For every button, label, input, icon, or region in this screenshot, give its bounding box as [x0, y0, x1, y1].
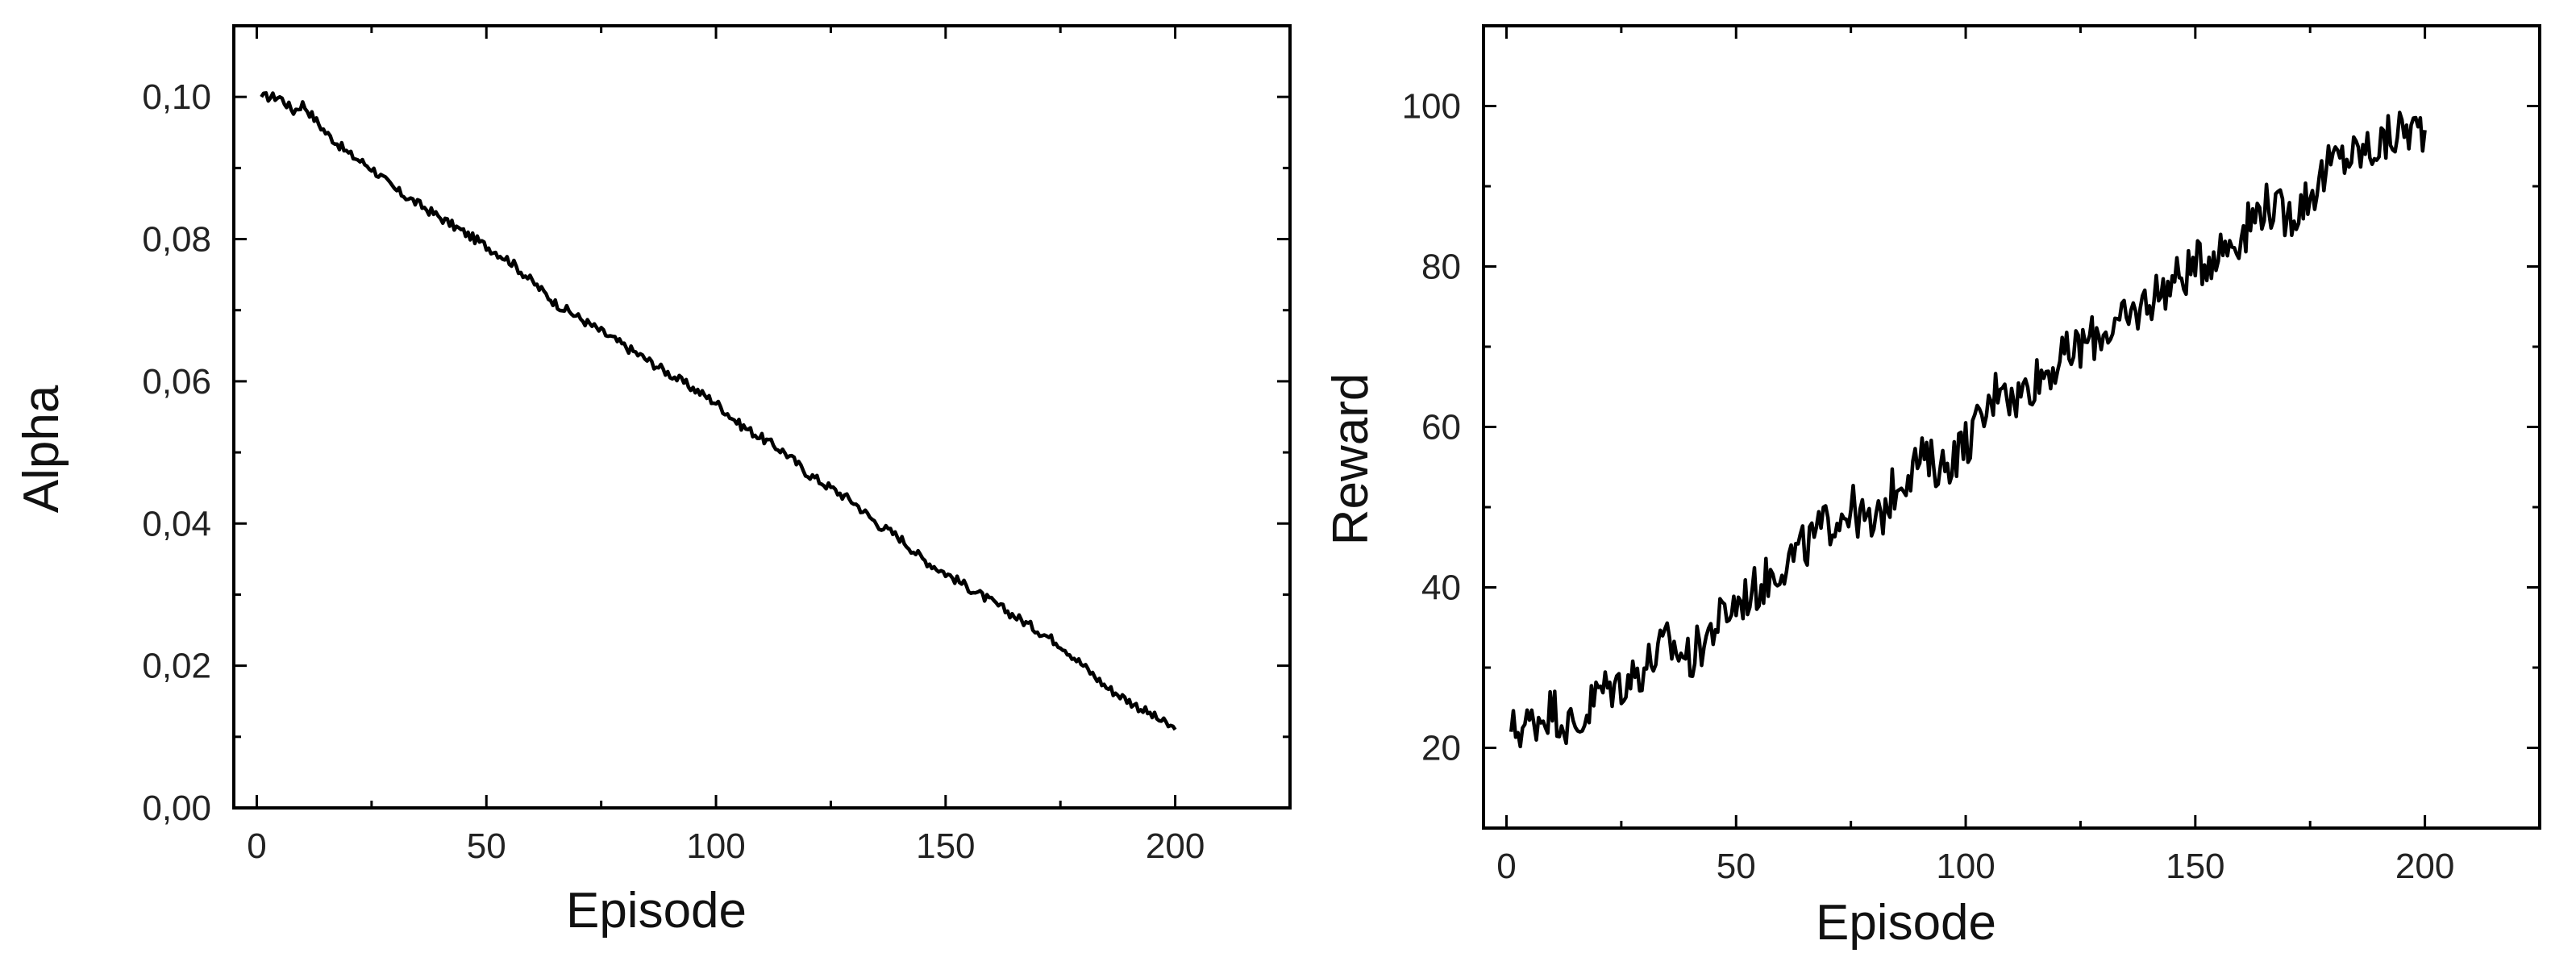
panel1-series-line [260, 91, 1177, 731]
panel1-plot-frame [232, 24, 1292, 810]
panel1-y-tick-label: 0,10 [142, 77, 211, 117]
panel2-y-tick-label: 20 [1421, 729, 1461, 768]
panel1-x-tick-label: 50 [467, 826, 506, 866]
panel1-x-tick-label: 100 [686, 826, 745, 866]
panel2-x-tick-label: 50 [1717, 847, 1756, 886]
panel1-y-tick-label: 0,06 [142, 362, 211, 402]
panel1-x-tick-label: 200 [1146, 826, 1205, 866]
panel1-y-tick-label: 0,02 [142, 647, 211, 686]
panel1-y-tick-label: 0,04 [142, 504, 211, 543]
panel1-y-axis-label: Alpha [14, 385, 69, 513]
panel2-x-tick-label: 0 [1496, 847, 1516, 886]
panel2-y-tick-label: 100 [1402, 87, 1461, 127]
panel1-x-tick-label: 150 [916, 826, 975, 866]
panel2-x-tick-label: 200 [2395, 847, 2454, 886]
panel1-x-tick-label: 0 [247, 826, 266, 866]
panel2-x-tick-label: 150 [2166, 847, 2224, 886]
panel1-x-axis-label: Episode [566, 883, 747, 939]
panel2-x-axis-label: Episode [1816, 895, 1996, 951]
panel2-y-tick-label: 80 [1421, 248, 1461, 287]
panel2-series-line [1509, 110, 2427, 749]
panel2-y-tick-label: 60 [1421, 408, 1461, 447]
panel1-y-tick-label: 0,00 [142, 789, 211, 828]
panel2-y-tick-label: 40 [1421, 568, 1461, 608]
panel2-y-axis-label: Reward [1323, 373, 1379, 546]
panel2-x-tick-label: 100 [1936, 847, 1995, 886]
panel1-y-tick-label: 0,08 [142, 220, 211, 260]
